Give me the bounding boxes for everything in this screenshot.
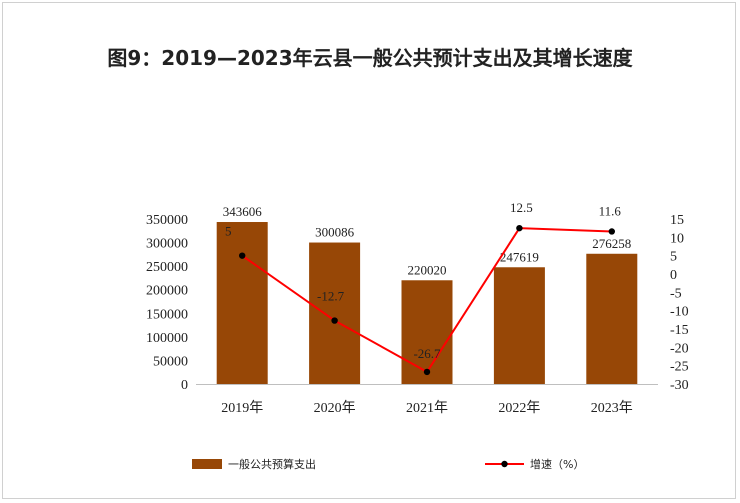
bar-value-label: 220020 xyxy=(408,262,447,277)
x-axis-tick-label: 2020年 xyxy=(314,400,356,416)
right-axis-tick-label: 5 xyxy=(670,250,677,265)
x-axis-tick-label: 2019年 xyxy=(221,400,263,416)
growth-point xyxy=(331,317,338,324)
right-axis-tick-label: -5 xyxy=(670,286,682,301)
legend-bar-label: 一般公共预算支出 xyxy=(228,457,316,471)
x-axis-tick-label: 2021年 xyxy=(406,400,448,416)
bar xyxy=(401,280,453,384)
growth-value-label: 11.6 xyxy=(599,203,622,218)
right-axis-tick-label: -25 xyxy=(670,360,689,375)
bar xyxy=(493,267,545,384)
left-axis-tick-label: 350000 xyxy=(146,213,188,228)
x-axis-tick-label: 2022年 xyxy=(498,400,540,416)
growth-point xyxy=(516,224,523,232)
growth-value-label: -26.7 xyxy=(413,346,441,361)
right-axis-tick-label: -10 xyxy=(670,305,689,320)
growth-point xyxy=(608,228,615,235)
legend-line-label: 增速（%） xyxy=(530,457,584,471)
x-axis-tick-label: 2023年 xyxy=(591,400,633,416)
growth-point xyxy=(423,368,431,376)
growth-point xyxy=(239,252,246,259)
legend-line-marker xyxy=(501,460,508,468)
bar-value-label: 247619 xyxy=(500,249,539,264)
bar-value-label: 276258 xyxy=(592,236,631,251)
right-axis-tick-label: 0 xyxy=(670,268,677,283)
bar-value-label: 300086 xyxy=(315,225,355,240)
growth-value-label: 12.5 xyxy=(510,200,533,215)
left-axis-tick-label: 150000 xyxy=(146,307,188,322)
left-axis-tick-label: 250000 xyxy=(146,260,188,275)
left-axis-tick-label: 100000 xyxy=(146,331,188,346)
growth-value-label: -12.7 xyxy=(317,289,345,304)
bar-value-label: 343606 xyxy=(223,204,263,219)
bar xyxy=(309,242,361,384)
left-axis-tick-label: 0 xyxy=(181,378,188,393)
right-axis-tick-label: 10 xyxy=(670,231,684,246)
chart-title: 图9：2019—2023年云县一般公共预计支出及其增长速度 xyxy=(107,46,633,70)
legend-bar-swatch xyxy=(192,459,222,469)
right-axis-tick-label: -30 xyxy=(670,378,689,393)
left-axis-tick-label: 300000 xyxy=(146,237,188,252)
left-axis-tick-label: 200000 xyxy=(146,284,188,299)
bar xyxy=(216,222,268,384)
right-axis-tick-label: -15 xyxy=(670,323,689,338)
growth-value-label: 5 xyxy=(225,224,232,239)
left-axis-tick-label: 50000 xyxy=(153,354,188,369)
bar xyxy=(586,253,638,384)
right-axis-tick-label: -20 xyxy=(670,341,689,356)
right-axis-tick-label: 15 xyxy=(670,213,684,228)
